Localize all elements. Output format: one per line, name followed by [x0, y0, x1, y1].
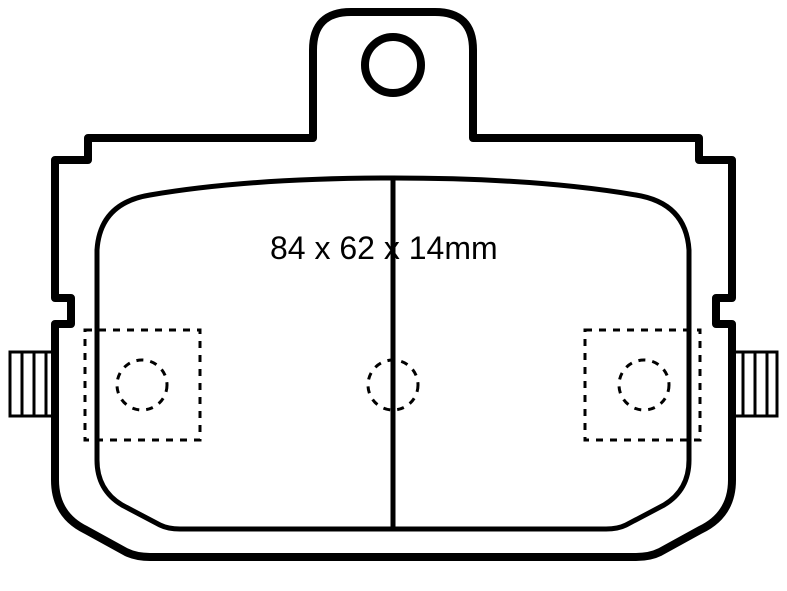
dashed-square-left [85, 330, 200, 440]
side-tab-right [732, 352, 777, 416]
dashed-circle-right [619, 360, 669, 410]
dashed-circle-left [117, 360, 167, 410]
side-tab-left [10, 352, 55, 416]
tab-hole [365, 37, 421, 93]
drawing-canvas: 84 x 62 x 14mm [0, 0, 787, 591]
dashed-square-right [585, 330, 700, 440]
brake-pad-svg [0, 0, 787, 591]
dimension-label: 84 x 62 x 14mm [270, 230, 498, 267]
